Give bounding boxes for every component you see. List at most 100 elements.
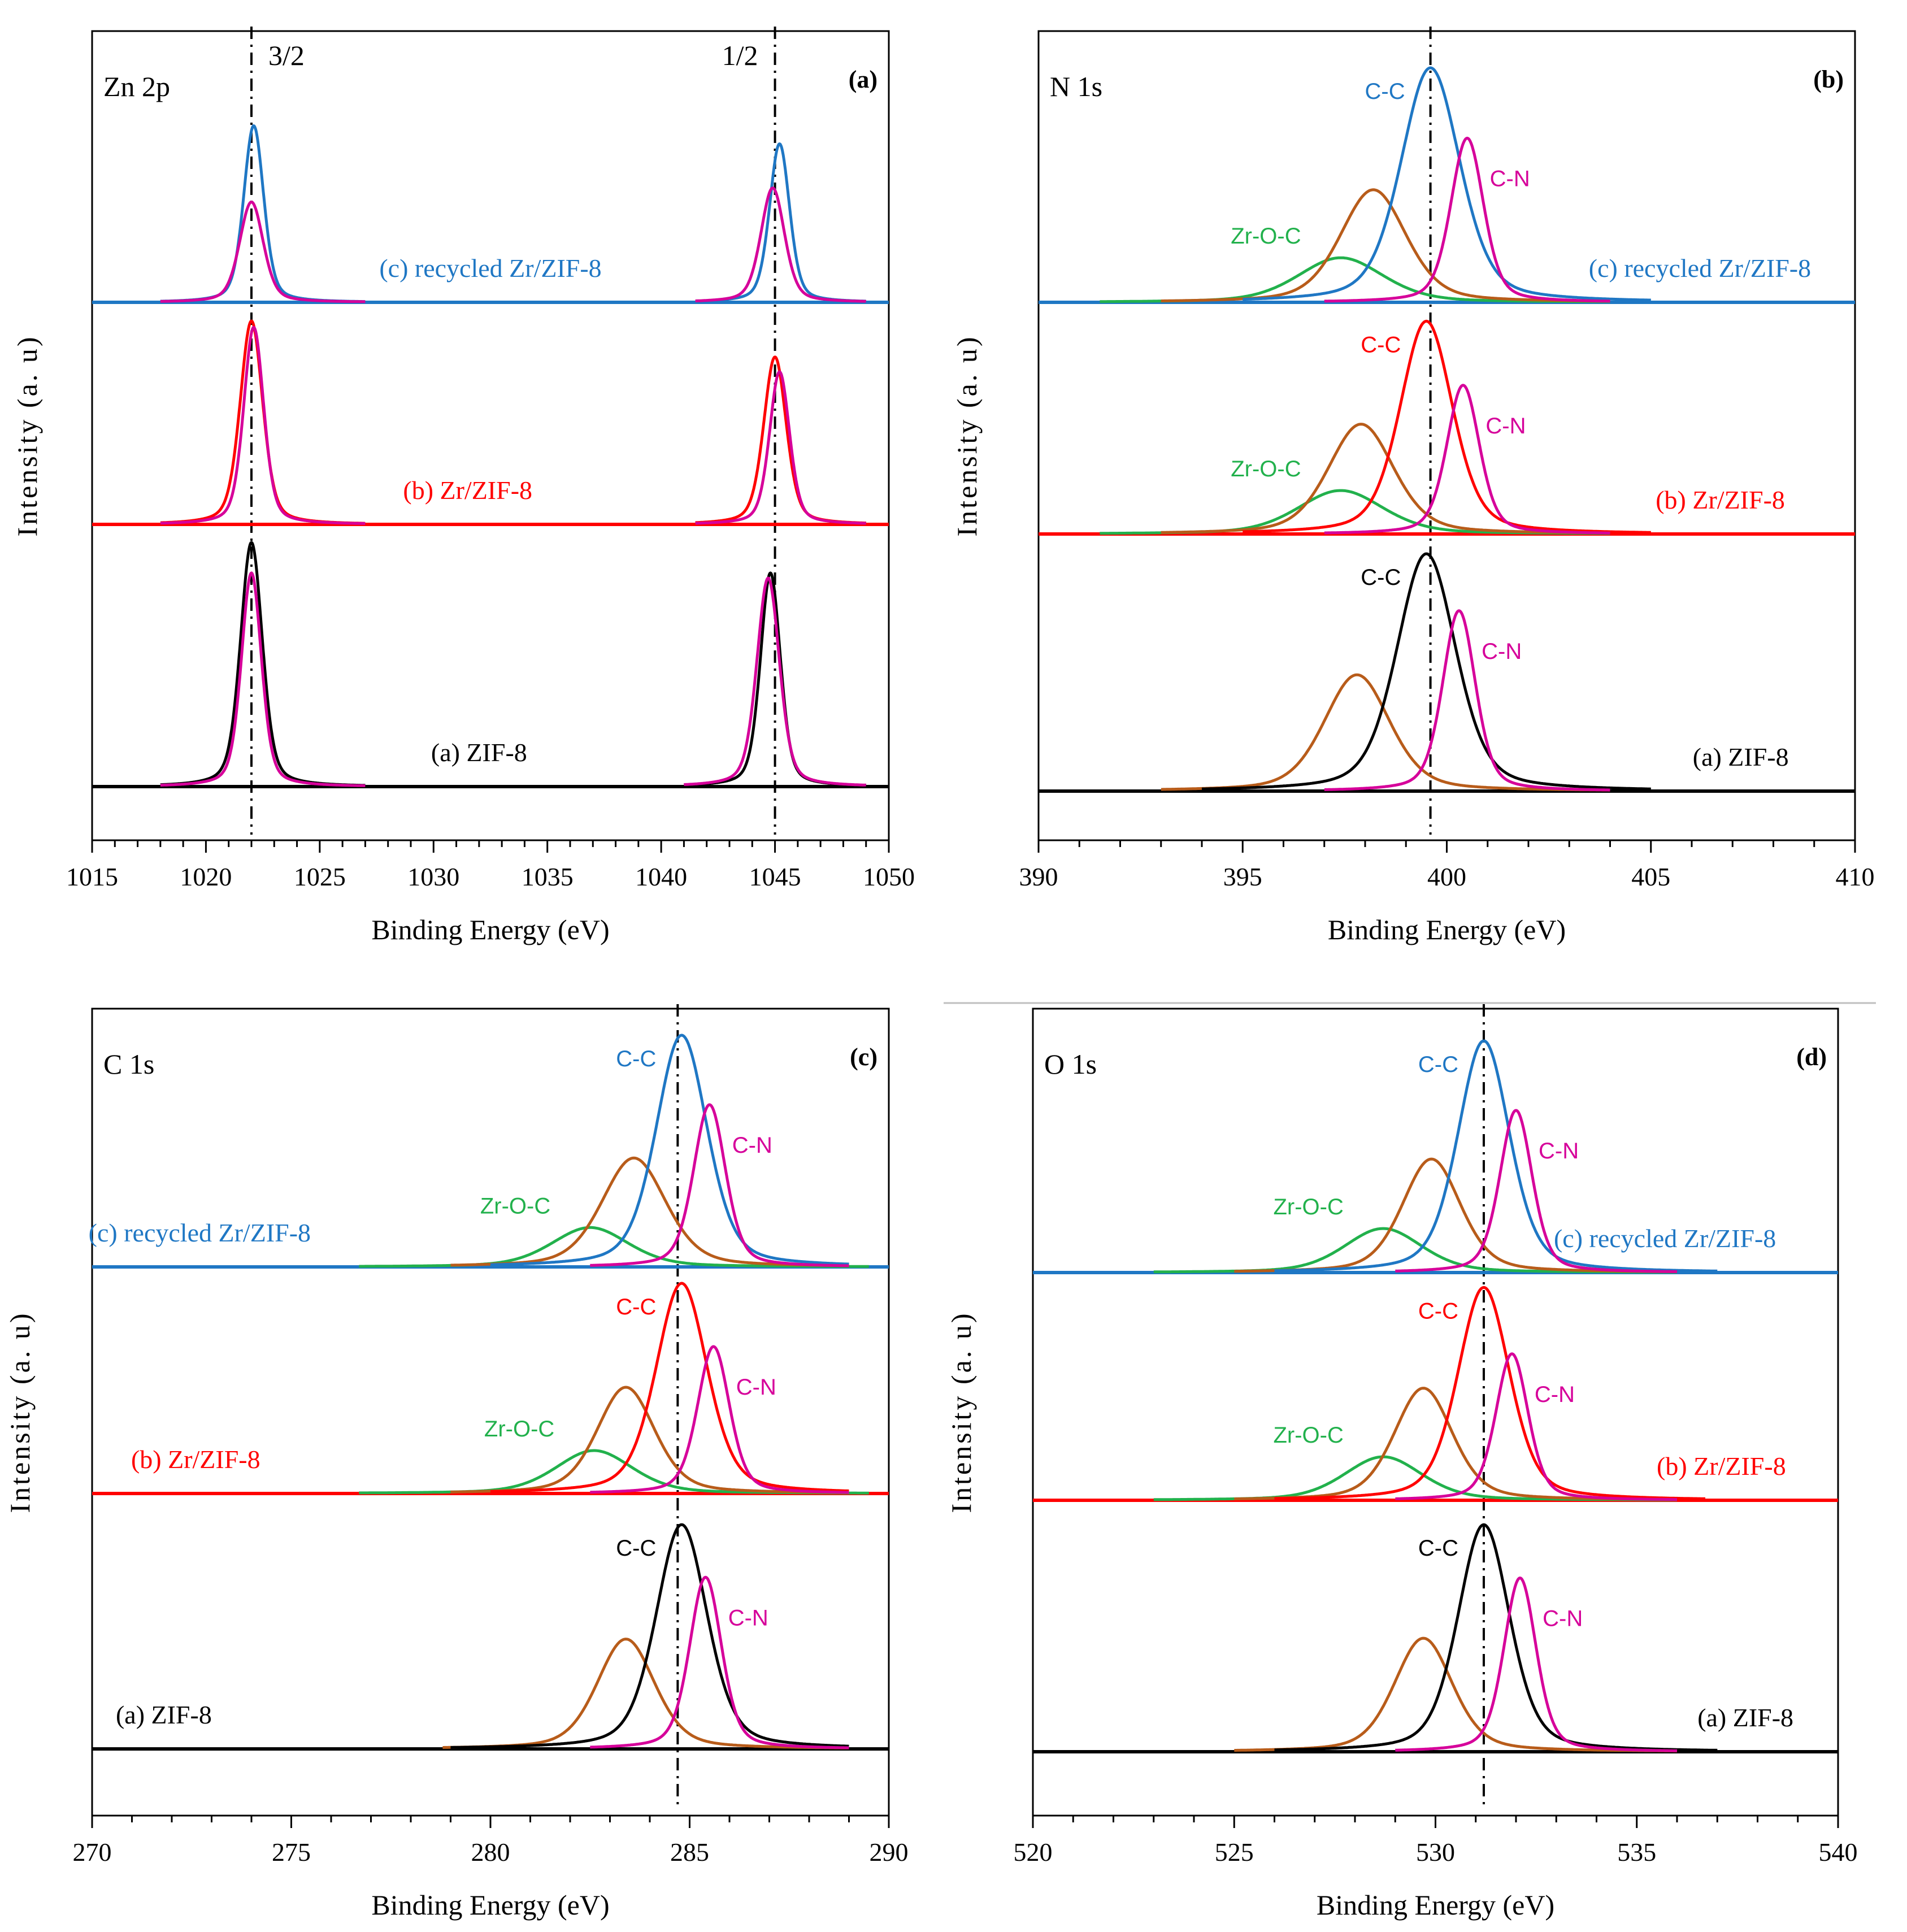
- x-tick-label: 535: [1617, 1838, 1656, 1866]
- x-axis-title: Binding Energy (eV): [1317, 1889, 1554, 1921]
- peak-label: C-N: [1482, 639, 1522, 664]
- peak-curve: [695, 186, 867, 303]
- core-level-label: C 1s: [103, 1048, 154, 1080]
- panel-b: 390 395 400 405 410 Binding Energy (eV) Intens…: [951, 27, 1875, 945]
- peak-curve: [1274, 1286, 1706, 1500]
- peak-label: Zr-O-C: [1273, 1195, 1343, 1219]
- peak-label: Zr-O-C: [1231, 224, 1301, 249]
- x-tick-label: 520: [1014, 1838, 1053, 1866]
- peak-label: Zr-O-C: [1273, 1423, 1343, 1448]
- peak-label: Zr-O-C: [484, 1417, 554, 1442]
- peak-curve: [590, 1345, 849, 1494]
- peak-curve: [1324, 609, 1610, 792]
- x-tick-label: 270: [73, 1838, 112, 1866]
- peak-label: C-N: [732, 1133, 772, 1158]
- y-axis-title: Intensity (a. u): [11, 335, 43, 537]
- peak-label: C-C: [616, 1047, 656, 1071]
- x-axis-title: Binding Energy (eV): [1328, 914, 1566, 945]
- peak-curve: [160, 325, 366, 525]
- peak-curve: [1395, 1109, 1678, 1273]
- peak-curve: [490, 1282, 849, 1493]
- x-tick-label: 400: [1427, 862, 1466, 891]
- peak-label: C-N: [1535, 1382, 1575, 1407]
- panel-a: 1015 1020 1025 1030 1035 1040 1045 1050 Binding …: [11, 27, 915, 945]
- x-tick-label: 290: [870, 1838, 909, 1866]
- peak-curve: [359, 1226, 869, 1268]
- y-axis-title: Intensity (a. u): [945, 1312, 977, 1513]
- peak-label: C-N: [1490, 167, 1530, 192]
- panel-c: 270 275 280 285 290 Binding Energy (eV) Intens…: [4, 1004, 909, 1921]
- peak-label: C-C: [616, 1295, 656, 1319]
- peak-curve: [1324, 136, 1610, 303]
- x-tick-label: 540: [1819, 1838, 1858, 1866]
- x-tick-label: 395: [1223, 862, 1262, 891]
- x-tick-label: 1030: [407, 862, 459, 891]
- x-tick-label: 280: [471, 1838, 510, 1866]
- peak-label: Zr-O-C: [480, 1193, 550, 1218]
- peak-curve: [684, 576, 867, 787]
- plot-frame: [91, 30, 890, 841]
- peak-curve: [1161, 188, 1610, 303]
- y-axis-title: Intensity (a. u): [951, 335, 983, 537]
- panel-letter: (b): [1813, 66, 1844, 93]
- sample-label: (b) Zr/ZIF-8: [1656, 485, 1785, 514]
- x-tick-label: 275: [272, 1838, 311, 1866]
- core-level-label: O 1s: [1044, 1048, 1097, 1080]
- peak-curve: [160, 200, 366, 303]
- peak-label: C-N: [1543, 1607, 1583, 1631]
- x-tick-label: 1020: [180, 862, 232, 891]
- peak-curve: [590, 1575, 849, 1749]
- peak-curve: [1274, 1523, 1718, 1752]
- core-level-label: Zn 2p: [103, 71, 170, 102]
- peak-curve: [450, 1523, 849, 1749]
- peak-curve: [1274, 1039, 1718, 1273]
- peak-label: C-C: [1418, 1299, 1458, 1323]
- peak-curve: [1395, 1576, 1678, 1752]
- sample-label: (c) recycled Zr/ZIF-8: [89, 1218, 311, 1247]
- x-tick-label: 390: [1019, 862, 1058, 891]
- x-axis-title: Binding Energy (eV): [371, 914, 609, 945]
- x-tick-label: 525: [1215, 1838, 1254, 1866]
- sample-label: (a) ZIF-8: [1693, 743, 1789, 771]
- panel-d: 520 525 530 535 540 Binding Energy (eV) Intens…: [945, 1004, 1858, 1921]
- x-tick-label: 1035: [522, 862, 574, 891]
- x-tick-label: 405: [1631, 862, 1670, 891]
- sample-label: (b) Zr/ZIF-8: [403, 476, 532, 505]
- peak-label: Zr-O-C: [1231, 457, 1301, 481]
- peak-curve: [1201, 552, 1651, 791]
- peak-curve: [1395, 1352, 1677, 1501]
- peak-curve: [1324, 384, 1610, 535]
- sample-label: (c) recycled Zr/ZIF-8: [1554, 1224, 1776, 1253]
- panel-letter: (c): [850, 1043, 878, 1071]
- peak-curve: [695, 370, 867, 525]
- sample-label: (c) recycled Zr/ZIF-8: [1589, 254, 1811, 283]
- peak-curve: [160, 571, 366, 787]
- sample-label: (a) ZIF-8: [116, 1700, 212, 1729]
- panel-letter: (d): [1796, 1043, 1827, 1071]
- peak-curve: [490, 1034, 849, 1266]
- peak-label: C-C: [1418, 1052, 1458, 1077]
- peak-label: C-N: [736, 1375, 776, 1400]
- peak-label: C-N: [1485, 414, 1526, 439]
- core-level-label: N 1s: [1050, 71, 1102, 102]
- sample-label: (a) ZIF-8: [431, 738, 527, 767]
- reference-line-label: 1/2: [722, 40, 758, 71]
- x-tick-label: 410: [1836, 862, 1875, 891]
- x-tick-label: 1050: [863, 862, 915, 891]
- peak-label: C-C: [1365, 79, 1405, 104]
- peak-curve: [590, 1103, 849, 1267]
- x-tick-label: 1015: [66, 862, 118, 891]
- sample-label: (c) recycled Zr/ZIF-8: [379, 254, 601, 283]
- peak-label: C-C: [1418, 1536, 1458, 1561]
- x-tick-label: 1040: [635, 862, 687, 891]
- y-axis-title: Intensity (a. u): [4, 1312, 36, 1513]
- x-axis-title: Binding Energy (eV): [371, 1889, 609, 1921]
- peak-label: C-C: [1361, 332, 1401, 357]
- peak-curve: [1243, 66, 1651, 302]
- x-tick-label: 1045: [749, 862, 801, 891]
- panel-letter: (a): [849, 66, 878, 93]
- peak-label: C-C: [616, 1536, 656, 1561]
- sample-label: (a) ZIF-8: [1697, 1703, 1793, 1732]
